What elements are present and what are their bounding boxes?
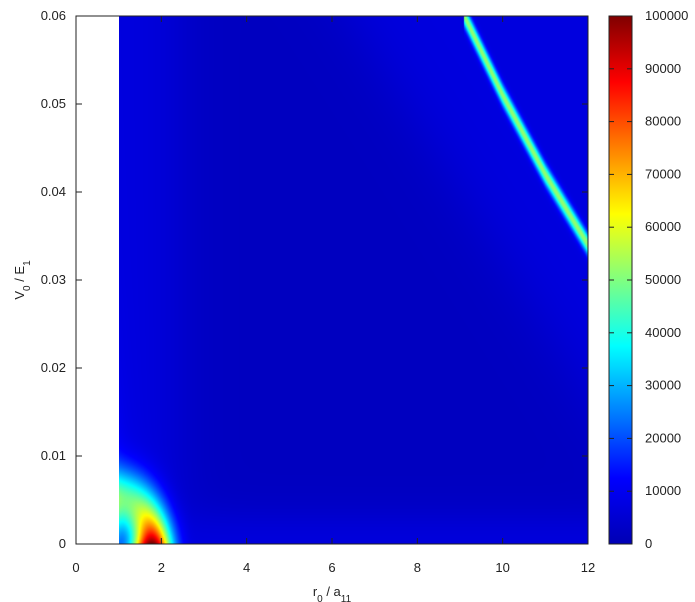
y-axis: 0 0.01 0.02 0.03 0.04 0.05 0.06 — [41, 8, 588, 551]
x-tick-label: 0 — [72, 560, 79, 575]
y-tick-label: 0 — [59, 536, 66, 551]
x-tick-label: 6 — [328, 560, 335, 575]
y-tick-label: 0.04 — [41, 184, 66, 199]
x-tick-label: 10 — [495, 560, 509, 575]
colorbar-tick-label: 100000 — [645, 8, 688, 23]
y-tick-label: 0.06 — [41, 8, 66, 23]
x-tick-label: 2 — [158, 560, 165, 575]
x-tick-label: 4 — [243, 560, 250, 575]
x-tick-label: 12 — [581, 560, 595, 575]
colorbar-tick-label: 70000 — [645, 166, 681, 181]
y-axis-label: V0 / E1 — [12, 260, 33, 300]
colorbar-ticks: 0 10000 20000 30000 40000 50000 60000 70000 8000… — [609, 8, 688, 551]
colorbar-tick-label: 40000 — [645, 325, 681, 340]
colorbar-tick-label: 80000 — [645, 114, 681, 129]
colorbar-tick-label: 20000 — [645, 430, 681, 445]
colorbar-tick-label: 90000 — [645, 61, 681, 76]
x-axis-label: r0 / a11 — [313, 584, 352, 602]
x-tick-label: 8 — [414, 560, 421, 575]
y-tick-label: 0.05 — [41, 96, 66, 111]
y-tick-label: 0.01 — [41, 448, 66, 463]
y-tick-label: 0.02 — [41, 360, 66, 375]
x-axis: 0 2 4 6 8 10 12 — [72, 16, 595, 575]
colorbar-tick-label: 0 — [645, 536, 652, 551]
y-tick-label: 0.03 — [41, 272, 66, 287]
colorbar-tick-label: 60000 — [645, 219, 681, 234]
colorbar-tick-label: 50000 — [645, 272, 681, 287]
colorbar-tick-label: 30000 — [645, 378, 681, 393]
plot-area — [76, 16, 588, 544]
heatmap-image — [119, 16, 588, 544]
colorbar-tick-label: 10000 — [645, 483, 681, 498]
